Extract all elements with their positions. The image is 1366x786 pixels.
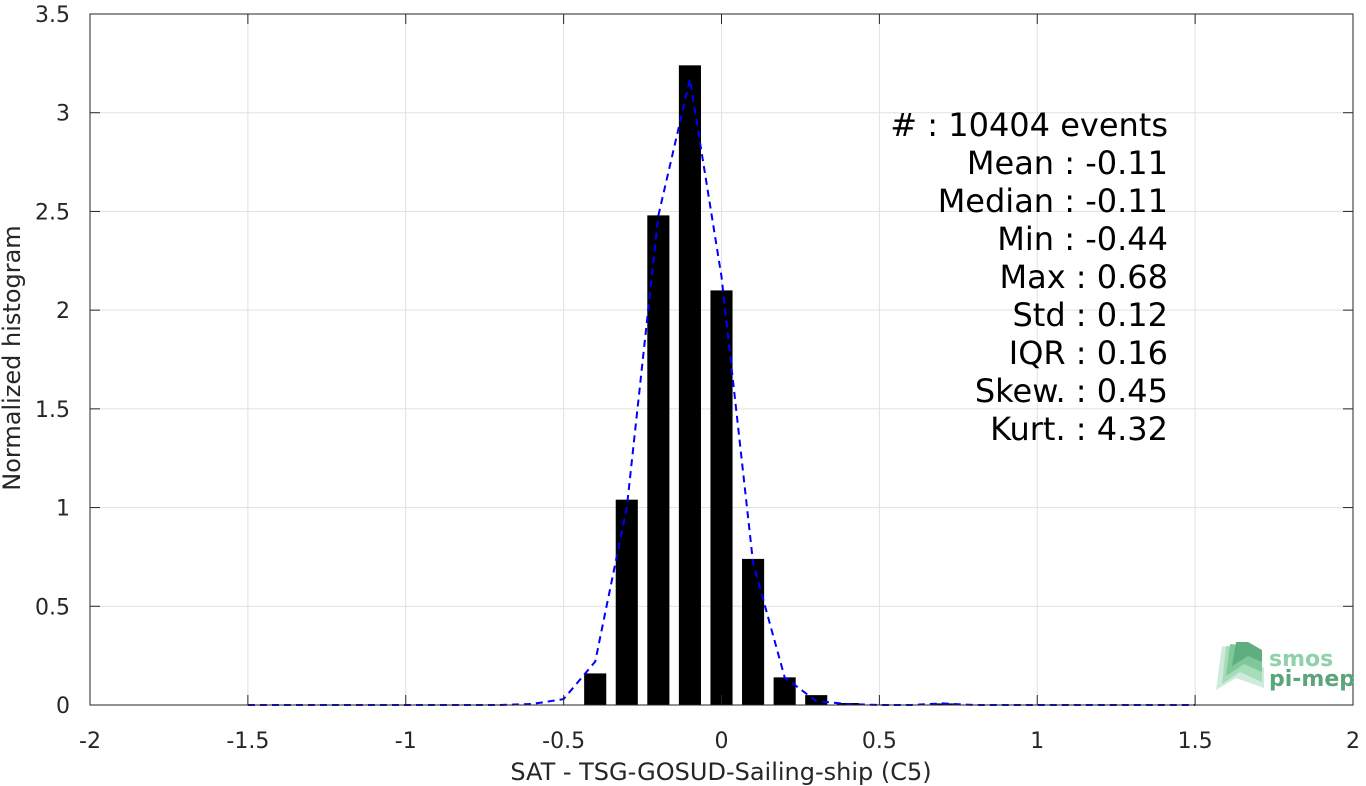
x-tick-label: 2 (1346, 729, 1360, 754)
x-tick-label: -1.5 (226, 729, 269, 754)
stats-line: Std : 0.12 (1012, 296, 1168, 334)
y-axis-title: Normalized histogram (0, 225, 26, 490)
stats-line: Median : -0.11 (938, 182, 1168, 220)
y-tick-label: 1 (56, 497, 70, 522)
histogram-bar (742, 558, 765, 705)
stats-line: IQR : 0.16 (1009, 334, 1168, 372)
x-tick-label: 0 (715, 729, 729, 754)
y-tick-label: 2 (56, 299, 70, 324)
histogram-bar (615, 499, 638, 705)
stats-line: Max : 0.68 (999, 258, 1168, 296)
stats-line: Kurt. : 4.32 (990, 410, 1168, 448)
histogram-bar (678, 65, 701, 706)
x-tick-label: -1 (395, 729, 417, 754)
stats-line: # : 10404 events (890, 106, 1168, 144)
x-tick-label: 1 (1030, 729, 1044, 754)
histogram-bar (647, 215, 670, 705)
logo-mark-icon (1216, 642, 1264, 690)
y-tick-label: 0.5 (35, 595, 70, 620)
x-tick-labels: -2 -1.5 -1 -0.5 0 0.5 1 1.5 2 (79, 729, 1360, 754)
smos-pi-mep-logo: smos pi-mep (1216, 642, 1355, 692)
y-tick-label: 2.5 (35, 200, 70, 225)
histogram-bars (584, 65, 954, 706)
logo-text-smos: smos (1269, 647, 1333, 672)
stats-line: Mean : -0.11 (967, 144, 1168, 182)
x-tick-label: 1.5 (1178, 729, 1213, 754)
x-tick-label: -2 (79, 729, 101, 754)
y-tick-label: 0 (56, 694, 70, 719)
x-tick-label: -0.5 (542, 729, 585, 754)
histogram-bar (710, 290, 733, 705)
y-tick-label: 3 (56, 102, 70, 127)
y-tick-label: 1.5 (35, 398, 70, 423)
x-tick-label: 0.5 (862, 729, 897, 754)
y-tick-label: 3.5 (35, 3, 70, 28)
histogram-bar (584, 673, 607, 705)
stats-line: Skew. : 0.45 (975, 372, 1168, 410)
y-tick-labels: 0 0.5 1 1.5 2 2.5 3 3.5 (35, 3, 70, 719)
stats-line: Min : -0.44 (997, 220, 1168, 258)
axis-ticks (89, 13, 1354, 706)
histogram-bar (773, 677, 796, 705)
x-axis-title: SAT - TSG-GOSUD-Sailing-ship (C5) (510, 758, 931, 786)
logo-text-pi-mep: pi-mep (1269, 667, 1355, 692)
